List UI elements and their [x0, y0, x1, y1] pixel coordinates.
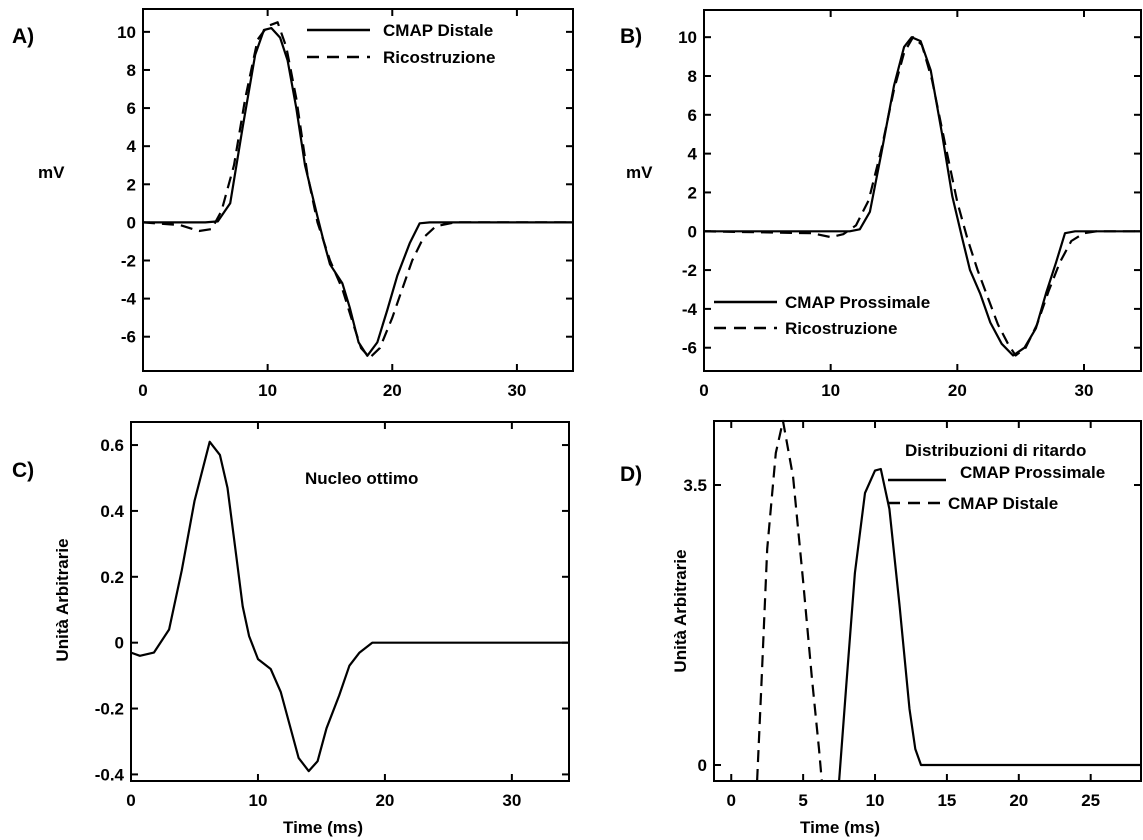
panel-d-xtick-label-0: 0: [727, 791, 736, 810]
panel-d-xtick-label-1: 5: [798, 791, 807, 810]
panel-c-lines: [130, 440, 569, 773]
panel-c-ylabel: Unità Arbitrarie: [53, 538, 72, 661]
panel-a-ytick-label-8: -6: [121, 328, 136, 347]
panel-a-frame: [142, 8, 574, 372]
panel-b-ytick-label-8: -6: [682, 339, 697, 358]
panel-a-lines: [142, 21, 573, 359]
panel-d-legend-title: Distribuzioni di ritardo: [905, 441, 1086, 460]
panel-d-ytick-label-0: 3.5: [683, 476, 707, 495]
panel-d-label: D): [620, 463, 642, 486]
panel-d-xlabel: Time (ms): [800, 818, 880, 837]
panel-b-series-1: [703, 36, 1141, 357]
panel-d-axis: 0 5 10 15 20 25 3.5 0: [683, 421, 1141, 810]
panel-c-xtick-label-1: 10: [248, 791, 267, 810]
panel-a-ytick-label-2: 6: [127, 99, 136, 118]
panel-a-ylabel: mV: [38, 163, 65, 182]
panel-b-frame: [703, 9, 1142, 372]
panel-c-frame: [130, 421, 570, 782]
panel-b-lines: [703, 36, 1141, 357]
panel-b-label: B): [620, 25, 642, 48]
panel-d-ytick-label-1: 0: [698, 756, 707, 775]
panel-c: C) Unità Arbitrarie Time (ms) Nucleo ott…: [12, 421, 570, 837]
panel-c-ytick-label-0: 0.6: [100, 436, 124, 455]
panel-a-ytick-label-7: -4: [121, 290, 137, 309]
panel-b-ytick-label-3: 4: [688, 145, 698, 164]
panel-c-ytick-label-4: -0.2: [95, 700, 124, 719]
panel-a-xtick-label-3: 30: [507, 381, 526, 400]
panel-a-series-0: [143, 27, 573, 357]
panel-c-ytick-label-2: 0.2: [100, 568, 124, 587]
panel-b-ytick-label-1: 8: [688, 67, 697, 86]
panel-a-legend-text-0: CMAP Distale: [383, 21, 493, 40]
panel-d-xtick-label-2: 10: [866, 791, 885, 810]
panel-d-legend-text-0: CMAP Prossimale: [960, 463, 1105, 482]
panel-a-legend-text-1: Ricostruzione: [383, 48, 495, 67]
panel-c-annotation: Nucleo ottimo: [305, 469, 418, 488]
panel-a-ytick-label-0: 10: [117, 23, 136, 42]
panel-a-ytick-label-5: 0: [127, 213, 136, 232]
panel-d-series-0: [838, 467, 1141, 782]
panel-d-xtick-label-3: 15: [937, 791, 956, 810]
panel-b-ytick-label-7: -4: [682, 300, 698, 319]
panel-a-legend: CMAP Distale Ricostruzione: [307, 21, 495, 67]
panel-b-xtick-label-3: 30: [1075, 381, 1094, 400]
panel-a-xtick-label-2: 20: [383, 381, 402, 400]
panel-c-ytick-label-1: 0.4: [100, 502, 124, 521]
panel-a-ytick-label-6: -2: [121, 251, 136, 270]
panel-c-label: C): [12, 459, 34, 482]
panel-d-series-1: [756, 419, 823, 782]
panel-b-xtick-label-1: 10: [821, 381, 840, 400]
panel-b-legend-text-0: CMAP Prossimale: [785, 293, 930, 312]
panel-b-legend: CMAP Prossimale Ricostruzione: [714, 293, 930, 338]
panel-a-xtick-label-0: 0: [138, 381, 147, 400]
panel-d: D) Unità Arbitrarie Time (ms) 0 5 10 15 20 25…: [620, 419, 1142, 837]
panel-d-frame: [713, 420, 1142, 782]
panel-c-xlabel: Time (ms): [283, 818, 363, 837]
panel-c-series-0: [130, 440, 569, 773]
panel-a-series-1: [142, 21, 573, 359]
panel-b-ylabel: mV: [626, 163, 653, 182]
panel-c-xtick-label-2: 20: [375, 791, 394, 810]
panel-c-ytick-label-3: 0: [115, 634, 124, 653]
panel-c-xtick-label-3: 30: [502, 791, 521, 810]
panel-c-xtick-label-0: 0: [126, 791, 135, 810]
panel-b-ytick-label-4: 2: [688, 183, 697, 202]
panel-a-ytick-label-1: 8: [127, 61, 136, 80]
panel-d-ylabel: Unità Arbitrarie: [671, 549, 690, 672]
panel-a-ytick-label-4: 2: [127, 175, 136, 194]
panel-a-label: A): [12, 25, 34, 48]
panel-b-xtick-label-2: 20: [948, 381, 967, 400]
panel-c-ytick-label-5: -0.4: [95, 765, 125, 784]
panel-b-legend-text-1: Ricostruzione: [785, 319, 897, 338]
panel-a-xtick-label-1: 10: [258, 381, 277, 400]
panel-b-ytick-label-0: 10: [678, 28, 697, 47]
panel-a-ytick-label-3: 4: [127, 137, 137, 156]
panel-b-ytick-label-5: 0: [688, 222, 697, 241]
panel-d-legend: Distribuzioni di ritardo CMAP Prossimale…: [888, 441, 1105, 513]
panel-d-legend-text-1: CMAP Distale: [948, 494, 1058, 513]
panel-d-xtick-label-4: 20: [1009, 791, 1028, 810]
panel-b-xtick-label-0: 0: [699, 381, 708, 400]
panel-b-ytick-label-6: -2: [682, 261, 697, 280]
panel-d-lines: [756, 419, 1141, 782]
panel-d-xtick-label-5: 25: [1081, 791, 1100, 810]
panel-b-ytick-label-2: 6: [688, 106, 697, 125]
